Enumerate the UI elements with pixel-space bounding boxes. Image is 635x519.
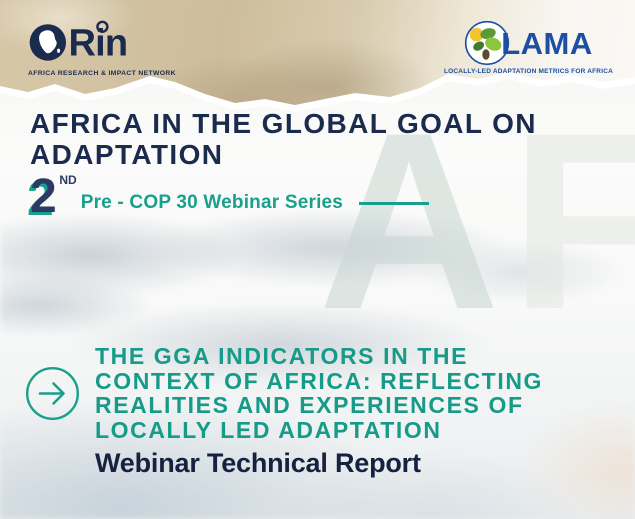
webinar-series-row: 2 ND Pre - COP 30 Webinar Series bbox=[30, 173, 430, 221]
arin-logo-mark: Rin bbox=[29, 20, 128, 65]
arrow-right-circle-icon bbox=[25, 366, 80, 421]
arin-logo: Rin AFRICA RESEARCH & IMPACT NETWORK bbox=[28, 16, 176, 77]
series-dash-line bbox=[359, 202, 430, 206]
feature-heading-line4: LOCALLY LED ADAPTATION bbox=[95, 416, 442, 443]
report-type-subheading: Webinar Technical Report bbox=[95, 448, 421, 478]
series-number-group: 2 ND bbox=[30, 173, 79, 221]
feature-heading-line2: CONTEXT OF AFRICA: REFLECTING bbox=[95, 367, 544, 394]
series-label: Pre - COP 30 Webinar Series bbox=[80, 192, 344, 214]
seed-icon bbox=[482, 49, 490, 60]
madagascar-dot bbox=[57, 48, 61, 53]
page-title-line1: AFRICA IN THE GLOBAL GOAL ON bbox=[30, 108, 537, 139]
lama-logo: LAMA LOCALLY-LED ADAPTATION METRICS FOR … bbox=[444, 20, 613, 75]
feature-heading-line3: REALITIES AND EXPERIENCES OF bbox=[95, 392, 524, 418]
page-title-line2: ADAPTATION bbox=[30, 139, 224, 170]
series-ordinal: ND bbox=[59, 173, 77, 187]
lama-wordmark: LAMA bbox=[501, 25, 593, 61]
lama-tagline: LOCALLY-LED ADAPTATION METRICS FOR AFRIC… bbox=[443, 68, 613, 75]
arin-tagline: AFRICA RESEARCH & IMPACT NETWORK bbox=[28, 70, 176, 77]
feature-heading-line1: THE GGA INDICATORS IN THE bbox=[95, 343, 469, 369]
series-number: 2 bbox=[30, 170, 57, 223]
page-title: AFRICA IN THE GLOBAL GOAL ON ADAPTATION bbox=[30, 108, 537, 170]
feature-heading: THE GGA INDICATORS IN THE CONTEXT OF AFR… bbox=[95, 344, 543, 442]
